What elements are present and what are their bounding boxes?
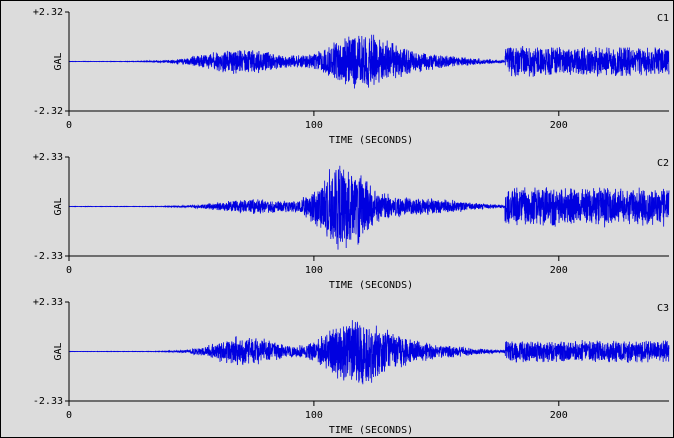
channel-label: C2 [657, 158, 669, 169]
y-tick-label-min: -2.33 [33, 251, 63, 262]
x-tick-label: 200 [550, 120, 568, 131]
x-axis-label: TIME (SECONDS) [329, 425, 413, 436]
y-tick-label-max: +2.33 [33, 152, 63, 163]
waveform-c1 [68, 34, 670, 89]
x-tick-label: 100 [305, 410, 323, 421]
x-tick-label: 100 [305, 120, 323, 131]
waveform-c2 [68, 165, 670, 250]
x-tick-label: 0 [66, 120, 72, 131]
y-axis-label: GAL [53, 342, 64, 360]
chart-panel-c1: +2.32 -2.32 GAL 0 100 200 TIME (SECONDS) C1 [33, 7, 670, 146]
x-axis-label: TIME (SECONDS) [329, 135, 413, 146]
y-axis-label: GAL [53, 197, 64, 215]
channel-label: C1 [657, 13, 669, 24]
x-tick-label: 200 [550, 410, 568, 421]
waveform-c3 [68, 320, 670, 385]
x-tick-label: 100 [305, 265, 323, 276]
channel-label: C3 [657, 303, 669, 314]
y-tick-label-min: -2.33 [33, 396, 63, 407]
x-tick-label: 0 [66, 265, 72, 276]
y-tick-label-max: +2.33 [33, 297, 63, 308]
y-tick-label-min: -2.32 [33, 106, 63, 117]
x-tick-label: 0 [66, 410, 72, 421]
x-axis-label: TIME (SECONDS) [329, 280, 413, 291]
y-axis-label: GAL [53, 52, 64, 70]
x-tick-label: 200 [550, 265, 568, 276]
chart-panel-c2: +2.33 -2.33 GAL 0 100 200 TIME (SECONDS) C2 [33, 152, 670, 291]
y-tick-label-max: +2.32 [33, 7, 63, 18]
chart-panel-c3: +2.33 -2.33 GAL 0 100 200 TIME (SECONDS) C3 [33, 297, 670, 436]
